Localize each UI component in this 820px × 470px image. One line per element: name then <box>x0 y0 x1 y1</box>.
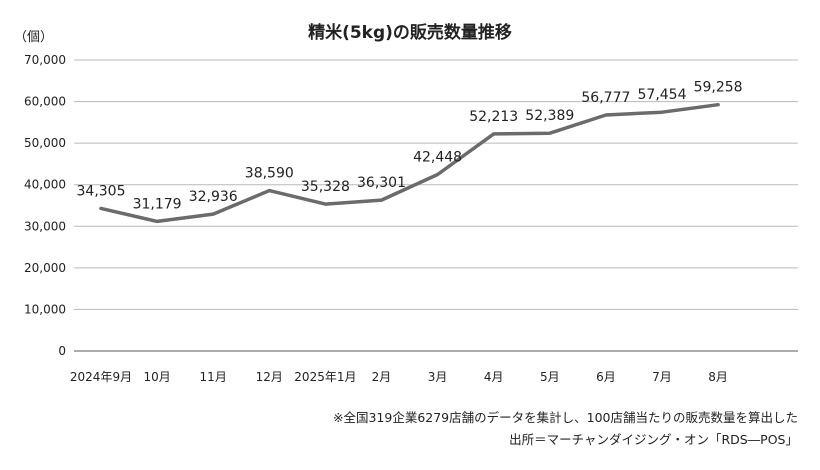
footnote: ※全国319企業6279店舗のデータを集計し、100店舗当たりの販売数量を算出し… <box>333 410 798 425</box>
y-tick-label: 40,000 <box>24 178 66 192</box>
x-tick-label: 2025年1月 <box>294 370 356 384</box>
x-axis-ticks: 2024年9月 10月 11月 12月 2025年1月 2月 3月 4月 5月 6月 7月 8月 <box>70 370 728 384</box>
y-axis-unit: （個） <box>14 30 53 45</box>
data-label: 52,389 <box>525 108 574 124</box>
x-tick-label: 12月 <box>256 370 283 384</box>
data-label: 56,777 <box>581 90 630 106</box>
y-tick-label: 60,000 <box>24 95 66 109</box>
x-tick-label: 2月 <box>372 370 392 384</box>
x-tick-label: 4月 <box>484 370 504 384</box>
y-tick-label: 70,000 <box>24 53 66 67</box>
x-tick-label: 3月 <box>428 370 448 384</box>
data-label: 42,448 <box>413 150 462 166</box>
series-layer <box>99 102 720 224</box>
x-tick-label: 6月 <box>596 370 616 384</box>
y-tick-label: 10,000 <box>24 302 66 316</box>
data-label: 38,590 <box>245 166 294 182</box>
y-axis-ticks: 0 10,000 20,000 30,000 40,000 50,000 60,000 70,… <box>24 53 66 358</box>
y-tick-label: 30,000 <box>24 219 66 233</box>
x-tick-label: 2024年9月 <box>70 370 132 384</box>
x-tick-label: 11月 <box>200 370 227 384</box>
x-tick-label: 5月 <box>540 370 560 384</box>
chart-title: 精米(5kg)の販売数量推移 <box>308 22 512 43</box>
x-tick-label: 10月 <box>143 370 170 384</box>
data-label: 34,305 <box>77 183 126 199</box>
data-label: 35,328 <box>301 179 350 195</box>
gridlines <box>74 59 798 352</box>
y-tick-label: 0 <box>58 344 66 358</box>
data-label: 57,454 <box>638 87 687 103</box>
x-tick-label: 8月 <box>708 370 728 384</box>
series-line <box>99 102 720 224</box>
data-label: 59,258 <box>694 80 743 96</box>
source-note: 出所＝マーチャンダイジング・オン「RDS―POS」 <box>509 432 798 447</box>
data-label: 52,213 <box>469 109 518 125</box>
data-labels: 34,305 31,179 32,936 38,590 35,328 36,301 42,4… <box>77 80 743 213</box>
x-tick-label: 7月 <box>652 370 672 384</box>
data-label: 36,301 <box>357 175 406 191</box>
data-label: 31,179 <box>133 196 182 212</box>
y-tick-label: 20,000 <box>24 261 66 275</box>
data-label: 32,936 <box>189 189 238 205</box>
y-tick-label: 50,000 <box>24 136 66 150</box>
